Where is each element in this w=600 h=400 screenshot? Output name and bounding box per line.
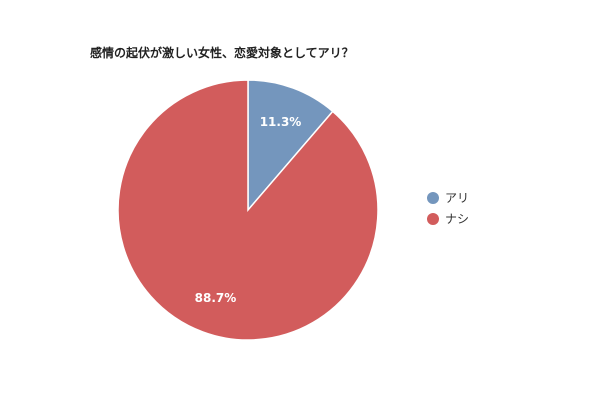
legend-label-1: ナシ	[445, 212, 469, 226]
pie-slice-0	[247, 79, 334, 213]
legend-swatch-1	[427, 213, 439, 225]
chart-title: 感情の起伏が激しい女性、恋愛対象としてアリ？	[90, 45, 354, 60]
legend-swatch-0	[427, 192, 439, 204]
pie-slice-labels: 11.3% 88.7%	[195, 115, 302, 305]
slice-label-0: 11.3%	[260, 115, 302, 129]
slice-label-1: 88.7%	[195, 291, 237, 305]
legend-label-0: アリ	[445, 191, 469, 205]
pie-slice-1	[117, 79, 379, 341]
pie-slices	[117, 79, 379, 341]
